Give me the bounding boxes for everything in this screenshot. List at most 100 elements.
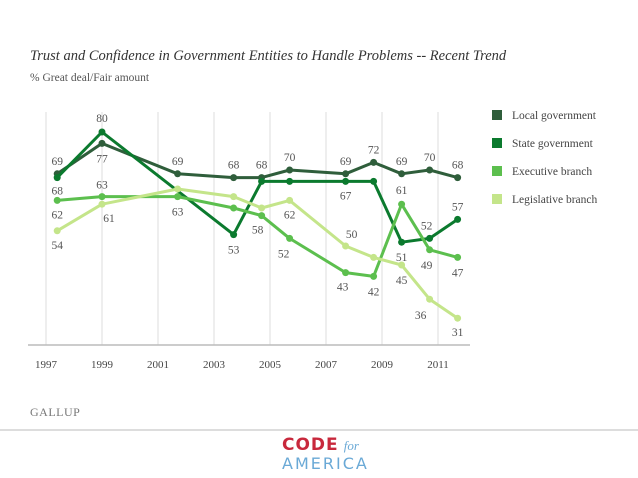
data-point bbox=[454, 314, 462, 322]
data-point bbox=[53, 196, 61, 204]
data-point bbox=[398, 200, 406, 208]
legend-label: Executive branch bbox=[512, 166, 592, 178]
data-point bbox=[454, 215, 462, 223]
data-label: 53 bbox=[228, 245, 240, 257]
data-point bbox=[426, 246, 434, 254]
data-point bbox=[370, 272, 378, 280]
data-point bbox=[98, 193, 106, 201]
data-point bbox=[230, 193, 238, 201]
data-point bbox=[258, 204, 266, 212]
chart-subtitle: % Great deal/Fair amount bbox=[30, 72, 150, 84]
data-point bbox=[53, 174, 61, 182]
data-label: 68 bbox=[51, 186, 63, 198]
data-point bbox=[286, 166, 294, 174]
legend-label: Local government bbox=[512, 110, 597, 122]
legend-label: State government bbox=[512, 138, 594, 150]
series-line bbox=[56, 130, 459, 244]
data-label: 42 bbox=[368, 286, 380, 298]
code-for-america-logo: CODE for AMERICA bbox=[282, 436, 369, 473]
data-point bbox=[370, 177, 378, 185]
data-point bbox=[370, 253, 378, 261]
data-label: 69 bbox=[396, 156, 408, 168]
data-label: 68 bbox=[228, 160, 240, 172]
data-point bbox=[370, 158, 378, 166]
legend-swatch bbox=[492, 138, 502, 148]
line-chart: 1997 1999 2001 2003 2005 2007 2009 2011 69 77 69 68… bbox=[28, 110, 598, 371]
data-point bbox=[53, 227, 61, 235]
data-label: 69 bbox=[340, 156, 352, 168]
data-label: 72 bbox=[368, 144, 380, 156]
data-point bbox=[98, 128, 106, 136]
source-label: GALLUP bbox=[30, 405, 81, 419]
data-point bbox=[398, 261, 406, 269]
data-label: 43 bbox=[337, 282, 349, 294]
data-point bbox=[426, 295, 434, 303]
data-point bbox=[342, 242, 350, 250]
data-label: 62 bbox=[51, 209, 63, 221]
data-label: 52 bbox=[421, 220, 433, 232]
data-point bbox=[174, 185, 182, 193]
divider bbox=[0, 429, 638, 431]
data-point bbox=[454, 174, 462, 182]
data-point bbox=[230, 174, 238, 182]
data-label: 62 bbox=[284, 209, 296, 221]
data-label: 50 bbox=[346, 229, 358, 241]
x-tick-label: 1997 bbox=[35, 359, 58, 371]
data-point bbox=[258, 212, 266, 220]
data-label: 67 bbox=[340, 190, 352, 202]
data-point bbox=[342, 269, 350, 277]
data-point bbox=[286, 196, 294, 204]
data-label: 61 bbox=[396, 185, 408, 197]
data-label: 57 bbox=[452, 201, 464, 213]
x-tick-label: 2011 bbox=[427, 359, 449, 371]
data-label: 63 bbox=[96, 180, 108, 192]
data-label: 47 bbox=[452, 267, 464, 279]
data-label: 77 bbox=[96, 153, 108, 165]
x-tick-label: 2003 bbox=[203, 359, 226, 371]
data-label: 63 bbox=[172, 207, 184, 219]
data-point bbox=[174, 170, 182, 178]
data-label: 68 bbox=[452, 160, 464, 172]
data-label: 69 bbox=[172, 156, 184, 168]
chart-title: Trust and Confidence in Government Entit… bbox=[30, 48, 507, 64]
data-point bbox=[286, 177, 294, 185]
data-point bbox=[342, 170, 350, 178]
data-label: 51 bbox=[396, 252, 408, 264]
legend-swatch bbox=[492, 166, 502, 176]
data-point bbox=[398, 170, 406, 178]
data-label: 69 bbox=[51, 156, 63, 168]
data-point bbox=[398, 238, 406, 246]
data-label: 68 bbox=[256, 160, 268, 172]
logo-for: for bbox=[343, 438, 359, 453]
data-point bbox=[98, 139, 106, 147]
data-label: 52 bbox=[278, 248, 290, 260]
logo-america: AMERICA bbox=[282, 454, 369, 473]
data-label: 45 bbox=[396, 275, 408, 287]
legend-swatch bbox=[492, 194, 502, 204]
data-point bbox=[258, 177, 266, 185]
data-point bbox=[342, 177, 350, 185]
data-label: 58 bbox=[252, 225, 264, 237]
x-tick-label: 1999 bbox=[91, 359, 114, 371]
x-tick-label: 2009 bbox=[371, 359, 394, 371]
data-label: 49 bbox=[421, 260, 433, 272]
data-label: 80 bbox=[96, 113, 108, 125]
data-point bbox=[454, 253, 462, 261]
data-label: 54 bbox=[51, 240, 63, 252]
x-tick-label: 2005 bbox=[259, 359, 282, 371]
data-point bbox=[286, 234, 294, 242]
data-point bbox=[230, 231, 238, 239]
data-label: 70 bbox=[284, 152, 296, 164]
x-tick-label: 2007 bbox=[315, 359, 338, 371]
legend-label: Legislative branch bbox=[512, 194, 598, 206]
data-label: 70 bbox=[424, 152, 436, 164]
data-label: 61 bbox=[103, 213, 115, 225]
legend-swatch bbox=[492, 110, 502, 120]
data-point bbox=[426, 166, 434, 174]
logo-code: CODE bbox=[282, 435, 339, 455]
data-point bbox=[426, 234, 434, 242]
x-tick-label: 2001 bbox=[147, 359, 169, 371]
data-point bbox=[230, 204, 238, 212]
data-point bbox=[174, 193, 182, 201]
data-label: 36 bbox=[415, 310, 427, 322]
